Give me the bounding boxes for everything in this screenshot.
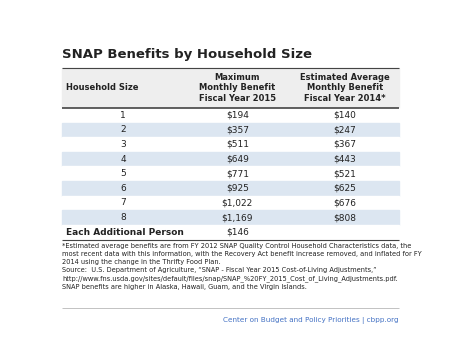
Bar — [63, 210, 399, 225]
Text: $357: $357 — [226, 125, 249, 134]
Text: $194: $194 — [226, 111, 249, 120]
Text: $625: $625 — [333, 184, 356, 193]
Text: Center on Budget and Policy Priorities | cbpp.org: Center on Budget and Policy Priorities |… — [223, 317, 399, 324]
Bar — [63, 166, 399, 181]
Text: $146: $146 — [226, 228, 249, 237]
Text: $649: $649 — [226, 154, 249, 163]
Text: 3: 3 — [120, 140, 126, 149]
Bar — [63, 108, 399, 122]
Text: $140: $140 — [333, 111, 356, 120]
Text: Estimated Average
Monthly Benefit
Fiscal Year 2014*: Estimated Average Monthly Benefit Fiscal… — [300, 73, 390, 103]
Text: $367: $367 — [333, 140, 356, 149]
Text: $511: $511 — [226, 140, 249, 149]
Text: 2: 2 — [120, 125, 126, 134]
Bar — [63, 181, 399, 195]
Text: 1: 1 — [120, 111, 126, 120]
Text: Source:  U.S. Department of Agriculture, “SNAP - Fiscal Year 2015 Cost-of-Living: Source: U.S. Department of Agriculture, … — [63, 267, 398, 290]
Bar — [63, 122, 399, 137]
Text: 4: 4 — [120, 154, 126, 163]
Text: 5: 5 — [120, 169, 126, 178]
Text: 6: 6 — [120, 184, 126, 193]
Text: $771: $771 — [226, 169, 249, 178]
Text: Maximum
Monthly Benefit
Fiscal Year 2015: Maximum Monthly Benefit Fiscal Year 2015 — [199, 73, 276, 103]
Text: 8: 8 — [120, 213, 126, 222]
Text: 7: 7 — [120, 198, 126, 207]
Text: $1,022: $1,022 — [222, 198, 253, 207]
Text: *Estimated average benefits are from FY 2012 SNAP Quality Control Household Char: *Estimated average benefits are from FY … — [63, 243, 422, 265]
Text: $676: $676 — [333, 198, 356, 207]
Bar — [63, 225, 399, 239]
Text: SNAP Benefits by Household Size: SNAP Benefits by Household Size — [63, 48, 312, 61]
Text: $1,169: $1,169 — [221, 213, 253, 222]
Text: $925: $925 — [226, 184, 249, 193]
Bar — [63, 137, 399, 152]
Text: $521: $521 — [333, 169, 356, 178]
Text: Each Additional Person: Each Additional Person — [66, 228, 184, 237]
Text: Household Size: Household Size — [66, 84, 138, 93]
Text: $808: $808 — [333, 213, 356, 222]
Bar — [63, 196, 399, 210]
Text: $247: $247 — [333, 125, 356, 134]
Text: $443: $443 — [333, 154, 356, 163]
Bar — [63, 68, 399, 108]
Bar — [63, 152, 399, 166]
